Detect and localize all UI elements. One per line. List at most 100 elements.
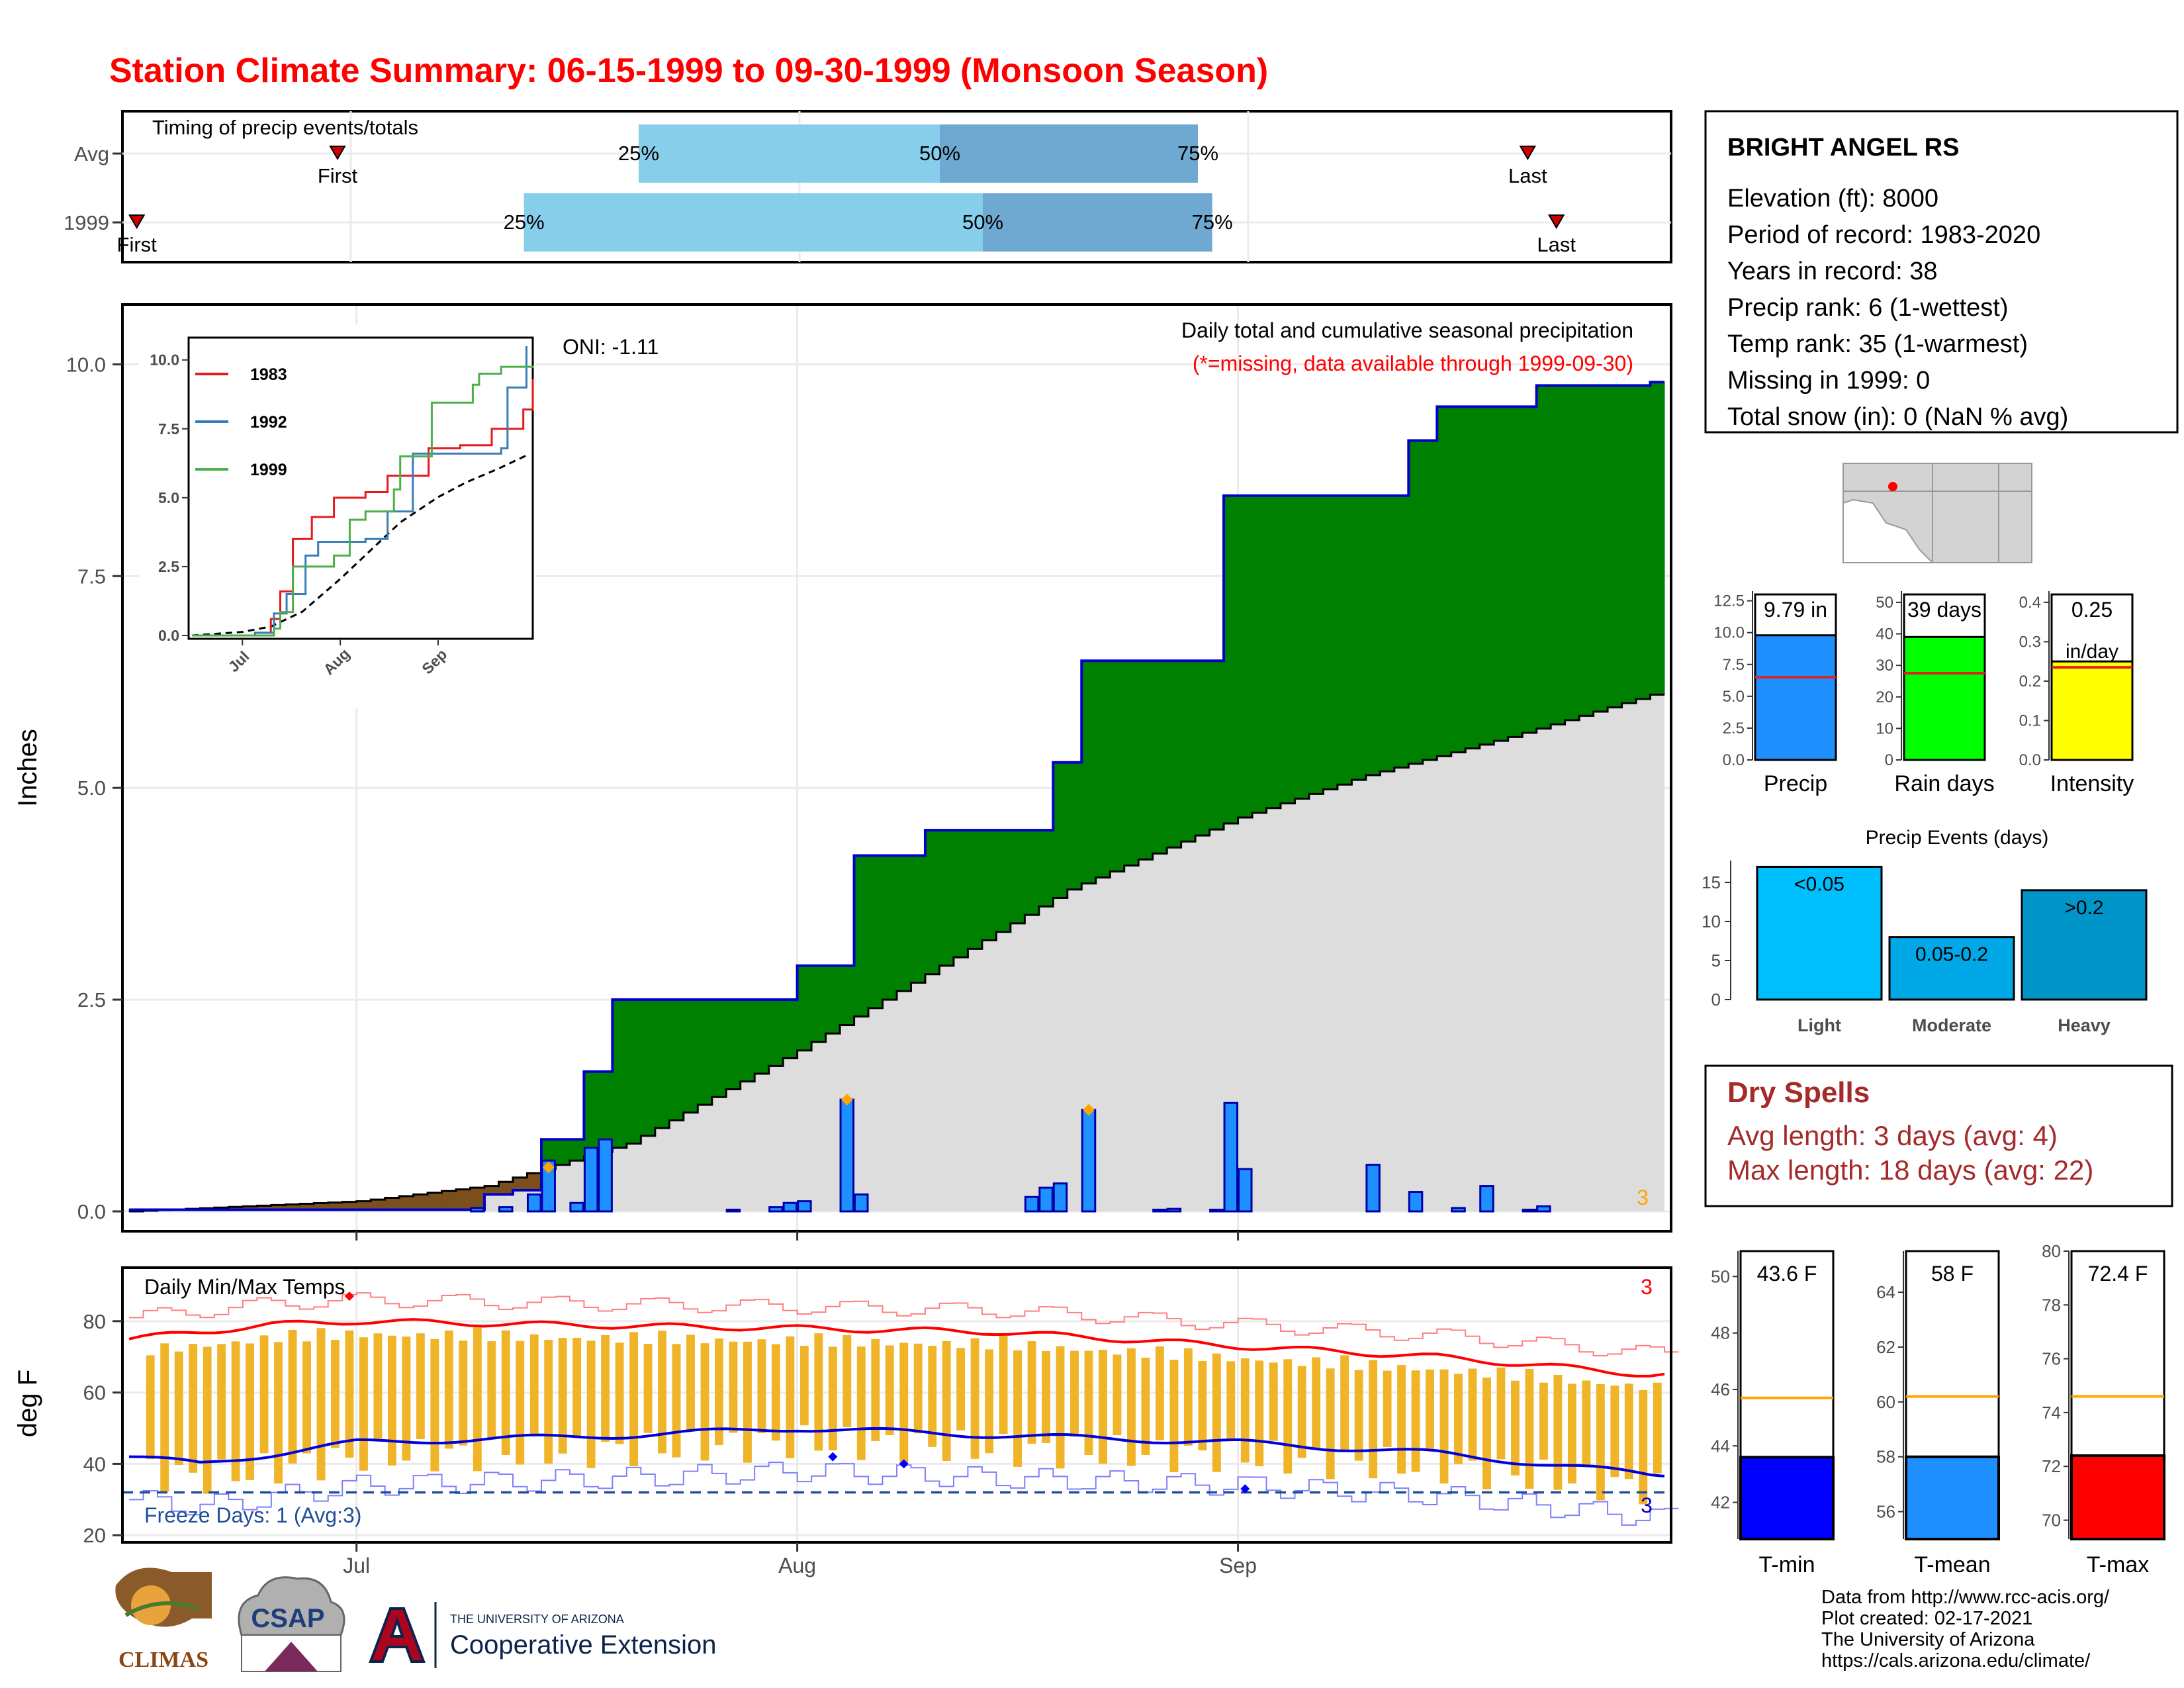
summary-ytick-label: 7.5 xyxy=(1723,656,1745,674)
timing-event-label: Last xyxy=(1537,233,1576,256)
precip-ytick-label: 7.5 xyxy=(77,565,106,588)
station-info-line: Temp rank: 35 (1-warmest) xyxy=(1727,330,2028,358)
events-category-label: Heavy xyxy=(2058,1015,2111,1035)
xtick-label: Aug xyxy=(778,1554,816,1577)
daily-temp-bar xyxy=(1099,1350,1107,1464)
temp-summary-name: T-max xyxy=(2087,1552,2149,1577)
summary-bar xyxy=(1754,634,1837,761)
precip-annotation: Daily total and cumulative seasonal prec… xyxy=(1181,318,1633,342)
daily-temp-bar xyxy=(956,1348,966,1430)
daily-temp-bar xyxy=(259,1335,269,1454)
daily-temp-bar xyxy=(899,1342,909,1464)
daily-temp-bar xyxy=(771,1344,780,1441)
average-cumulative-line xyxy=(129,693,1664,1213)
daily-temp-bar xyxy=(444,1330,453,1449)
daily-temp-bar xyxy=(942,1340,951,1461)
daily-precip-bar xyxy=(1209,1208,1224,1213)
daily-temp-bar xyxy=(331,1339,340,1448)
temp-summary-ytick-label: 62 xyxy=(1876,1337,1895,1357)
summary-ytick-label: 10.0 xyxy=(1713,624,1745,642)
precip-missing-note: (*=missing, data available through 1999-… xyxy=(1193,352,1633,375)
inset-legend-label: 1999 xyxy=(250,461,287,479)
daily-temp-bar xyxy=(1297,1366,1306,1458)
daily-temp-bar xyxy=(1567,1383,1576,1483)
daily-precip-bar xyxy=(569,1201,584,1213)
events-category-label: Light xyxy=(1797,1015,1841,1035)
timing-percent-label: 50% xyxy=(962,211,1003,234)
daily-temp-bar xyxy=(416,1333,425,1440)
summary-bar-name: Intensity xyxy=(2050,771,2134,796)
daily-precip-bar xyxy=(470,1207,485,1213)
daily-precip-bar xyxy=(782,1201,798,1213)
daily-temp-bar xyxy=(729,1341,738,1433)
summary-bar-name: Precip xyxy=(1764,771,1827,796)
daily-precip-bar xyxy=(839,1098,855,1213)
temp-summary-ytick-label: 74 xyxy=(2042,1403,2061,1423)
precip-ytick-label: 2.5 xyxy=(77,988,106,1011)
daily-temp-bar xyxy=(1340,1355,1349,1450)
daily-temp-bar xyxy=(487,1341,496,1439)
ua-name: THE UNIVERSITY OF ARIZONA xyxy=(450,1613,624,1626)
station-info-line: Elevation (ft): 8000 xyxy=(1727,185,1938,212)
daily-temp-bar xyxy=(274,1342,283,1484)
temp-summary-ytick-label: 80 xyxy=(2042,1241,2061,1261)
daily-precip-bar xyxy=(583,1147,599,1213)
daily-temp-bar xyxy=(1354,1370,1363,1461)
summary-bar-value: 9.79 in xyxy=(1764,598,1827,622)
average-cumulative-area xyxy=(129,694,1664,1211)
daily-temp-bar xyxy=(1312,1357,1321,1449)
daily-temp-bar xyxy=(1240,1358,1250,1463)
summary-bar-value: 0.25 xyxy=(2071,598,2113,622)
temp-record-marker xyxy=(828,1452,838,1462)
daily-temp-bar xyxy=(302,1341,311,1454)
daily-temp-bar xyxy=(1070,1350,1079,1437)
average-min-line xyxy=(128,1427,1665,1478)
temp-summary-ytick-label: 76 xyxy=(2042,1349,2061,1369)
daily-precip-bar xyxy=(1152,1208,1167,1213)
summary-ytick-label: 0 xyxy=(1885,751,1893,769)
precip-panel: 0.0 2.5 5.0 7.5 10.0 Inches ONI: -1.11 Daily… xyxy=(13,303,1672,1241)
summary-ytick-label: 0.0 xyxy=(2019,751,2041,769)
timing-row-label: 1999 xyxy=(64,211,109,234)
daily-temp-bar xyxy=(1596,1383,1605,1501)
daily-temp-bar xyxy=(985,1349,994,1454)
daily-temp-bar xyxy=(1084,1350,1093,1456)
daily-temp-bar xyxy=(743,1341,752,1463)
daily-temp-bar xyxy=(1468,1368,1477,1461)
summary-bar-unit: in/day xyxy=(2066,641,2118,663)
daily-temp-bar xyxy=(757,1339,766,1434)
daily-temp-bar xyxy=(643,1344,653,1433)
dry-spells-box: Dry Spells Avg length: 3 days (avg: 4) M… xyxy=(1704,1064,2173,1207)
summary-bar xyxy=(2050,660,2134,761)
daily-temp-bar xyxy=(686,1335,695,1430)
temp-summary-ytick-label: 64 xyxy=(1876,1282,1895,1302)
daily-temp-bar xyxy=(629,1332,639,1466)
daily-temp-bar xyxy=(572,1337,582,1437)
daily-temp-bar xyxy=(601,1335,610,1442)
coop-extension: Cooperative Extension xyxy=(450,1630,716,1660)
summary-ytick-label: 0.1 xyxy=(2019,712,2041,729)
daily-temp-bar xyxy=(544,1339,553,1464)
daily-temp-bar xyxy=(799,1346,809,1426)
daily-temp-bar xyxy=(1127,1348,1136,1466)
daily-temp-bar xyxy=(913,1343,923,1434)
precip-corner-count: 3 xyxy=(1637,1186,1649,1209)
daily-temp-bar xyxy=(189,1344,198,1473)
xtick-label: Jul xyxy=(343,1554,370,1577)
page-title: Station Climate Summary: 06-15-1999 to 0… xyxy=(109,52,1268,90)
dry-spells-max: Max length: 18 days (avg: 22) xyxy=(1727,1154,2093,1186)
daily-precip-bar xyxy=(498,1206,514,1213)
daily-precip-bar xyxy=(1238,1168,1253,1213)
daily-temp-bar xyxy=(970,1338,979,1459)
daily-precip-bar xyxy=(1451,1207,1466,1213)
record-marker xyxy=(1083,1103,1095,1116)
daily-precip-bar xyxy=(1166,1207,1182,1213)
events-ytick-label: 5 xyxy=(1711,951,1721,970)
daily-temp-bar xyxy=(246,1343,255,1480)
timing-event-marker xyxy=(1547,214,1565,229)
daily-temp-bar xyxy=(786,1336,795,1458)
timing-row-label: Avg xyxy=(74,142,109,165)
daily-temp-bar xyxy=(1411,1370,1420,1472)
daily-temp-bar xyxy=(885,1345,894,1436)
